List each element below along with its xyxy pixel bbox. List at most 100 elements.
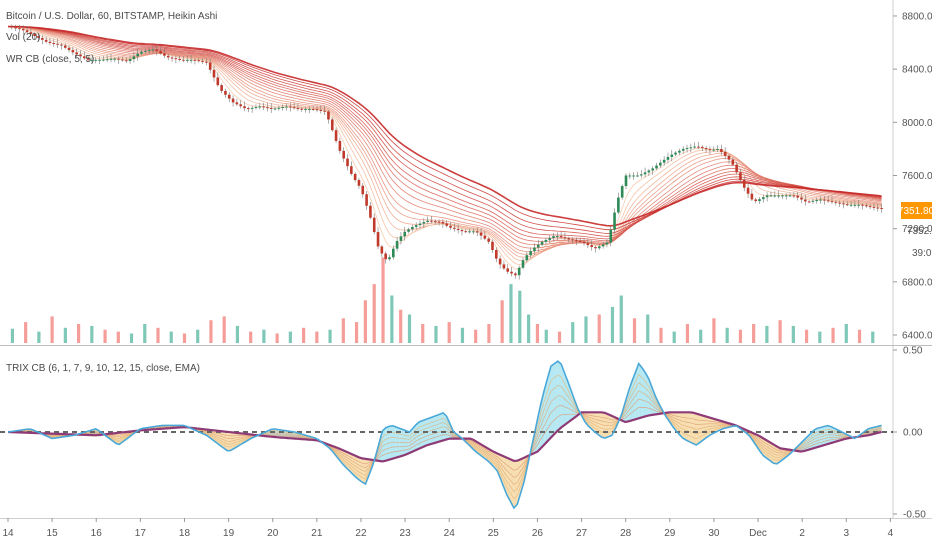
wr-legend[interactable]: WR CB (close, 5, 5) bbox=[6, 54, 94, 65]
price-tick-label: 6800.00 bbox=[902, 277, 932, 288]
candle-body bbox=[350, 166, 353, 174]
volume-bar bbox=[474, 329, 478, 343]
volume-bar bbox=[571, 322, 575, 343]
candle-body bbox=[464, 231, 468, 233]
candle-body bbox=[304, 109, 307, 111]
symbol-legend[interactable]: Bitcoin / U.S. Dollar, 60, BITSTAMP, Hei… bbox=[6, 11, 217, 22]
candle-body bbox=[708, 149, 712, 151]
candle-body bbox=[60, 44, 63, 46]
candle-body bbox=[639, 174, 643, 176]
volume-bar bbox=[37, 331, 41, 343]
candle-body bbox=[399, 236, 403, 241]
candle-body bbox=[178, 58, 181, 60]
volume-bar bbox=[804, 329, 809, 343]
candle-body bbox=[582, 241, 586, 244]
volume-bar bbox=[672, 331, 676, 343]
candle-body bbox=[800, 197, 803, 200]
candle-body bbox=[453, 227, 456, 229]
candle-body bbox=[456, 228, 460, 231]
candle-body bbox=[659, 162, 662, 166]
volume-bar bbox=[116, 331, 120, 343]
price-axis[interactable]: 6400.00 6800.00 7200.00 7600.00 8000.00 8400.… bbox=[893, 11, 932, 342]
ribbon-line bbox=[8, 26, 882, 234]
volume-bar bbox=[487, 324, 491, 343]
time-tick-label: 28 bbox=[620, 528, 632, 539]
candle-body bbox=[674, 152, 677, 155]
trix-tick-label: 0.00 bbox=[903, 428, 923, 439]
candle-body bbox=[174, 58, 178, 60]
candle-body bbox=[762, 197, 765, 200]
time-axis[interactable]: 14 15 16 17 18 19 20 21 22 23 24 25 26 27 28 29 30 Dec 2 3 4 bbox=[2, 518, 894, 539]
candle-body bbox=[445, 223, 449, 226]
candle-body bbox=[826, 200, 830, 202]
price-pane[interactable] bbox=[7, 24, 883, 280]
trix-tick-label: 0.50 bbox=[903, 346, 923, 357]
volume-bar bbox=[447, 322, 451, 343]
time-tick-label: 15 bbox=[47, 528, 59, 539]
time-tick-label: 26 bbox=[532, 528, 544, 539]
candle-body bbox=[140, 51, 143, 54]
candle-body bbox=[334, 130, 338, 141]
candle-body bbox=[109, 58, 113, 60]
candle-body bbox=[765, 195, 769, 198]
candle-body bbox=[491, 241, 494, 251]
time-tick-label: 16 bbox=[91, 528, 103, 539]
candle-body bbox=[853, 204, 857, 206]
candle-body bbox=[82, 56, 86, 59]
candle-body bbox=[735, 164, 738, 173]
trix-fast-line bbox=[7, 360, 882, 510]
candle-body bbox=[391, 248, 395, 258]
candle-body bbox=[704, 148, 708, 150]
candle-body bbox=[803, 199, 807, 202]
candle-body bbox=[311, 109, 315, 111]
ribbon-line bbox=[7, 26, 882, 266]
volume-bar bbox=[818, 331, 822, 343]
candle-body bbox=[819, 199, 822, 201]
ribbon-line bbox=[7, 26, 882, 261]
trix-fill bbox=[510, 459, 514, 509]
candle-body bbox=[86, 58, 90, 60]
candle-body bbox=[185, 59, 189, 61]
candle-body bbox=[525, 255, 529, 261]
volume-bar bbox=[712, 318, 716, 343]
candle-body bbox=[105, 59, 109, 61]
candle-body bbox=[796, 195, 799, 198]
candle-body bbox=[784, 195, 788, 197]
candle-body bbox=[529, 251, 532, 256]
trix-fill bbox=[564, 372, 568, 425]
trix-fill bbox=[645, 372, 649, 417]
candle-body bbox=[151, 49, 155, 51]
trix-legend[interactable]: TRIX CB (6, 1, 7, 9, 10, 12, 15, close, … bbox=[6, 363, 200, 374]
countdown-label: 39:02 bbox=[912, 248, 932, 259]
candle-body bbox=[773, 195, 777, 197]
volume-bar bbox=[63, 327, 67, 343]
volume-bar bbox=[659, 327, 663, 343]
candle-body bbox=[281, 107, 284, 109]
candle-body bbox=[586, 243, 590, 246]
candle-body bbox=[533, 247, 536, 252]
trix-axis[interactable]: 0.50 0.00 -0.50 bbox=[893, 346, 926, 521]
volume-bar bbox=[156, 327, 160, 343]
candle-body bbox=[71, 50, 75, 53]
candle-body bbox=[700, 146, 704, 149]
candle-body bbox=[56, 43, 59, 45]
candle-body bbox=[811, 200, 815, 202]
candle-body bbox=[63, 45, 67, 48]
candle-body bbox=[563, 237, 567, 239]
volume-bar bbox=[103, 329, 107, 343]
trix-fill bbox=[594, 412, 599, 435]
volume-bar bbox=[738, 329, 743, 343]
candle-body bbox=[407, 229, 410, 232]
candle-body bbox=[651, 168, 655, 171]
candle-body bbox=[353, 173, 357, 181]
candle-body bbox=[388, 257, 391, 260]
trix-pane[interactable] bbox=[0, 360, 893, 510]
candle-body bbox=[510, 271, 513, 274]
candle-body bbox=[189, 59, 193, 61]
candle-body bbox=[601, 244, 605, 247]
candle-body bbox=[67, 47, 71, 51]
candle-body bbox=[269, 107, 273, 109]
volume-legend[interactable]: Vol (20) bbox=[6, 32, 40, 43]
candle-body bbox=[273, 108, 277, 110]
candle-body bbox=[231, 98, 235, 103]
